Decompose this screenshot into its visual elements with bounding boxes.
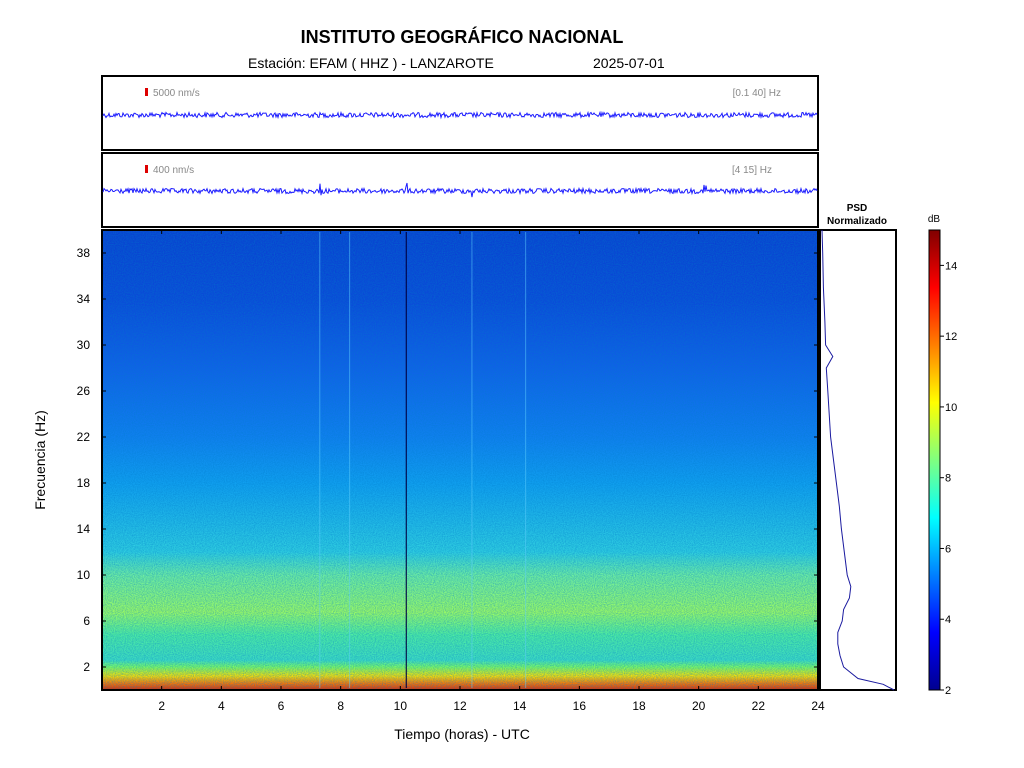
y-tick-label: 6 [83, 614, 90, 628]
x-tick-label: 16 [573, 699, 587, 713]
colorbar-label: dB [928, 214, 941, 225]
y-tick-label: 22 [77, 430, 91, 444]
x-tick-label: 6 [278, 699, 285, 713]
seismogram-trace-2 [102, 182, 818, 198]
x-tick-label: 20 [692, 699, 706, 713]
station-label: Estación: EFAM ( HHZ ) - LANZAROTE [248, 55, 494, 71]
spectrogram-noise [102, 230, 818, 690]
psd-curve [821, 229, 895, 691]
y-tick-label: 10 [77, 568, 91, 582]
y-tick-label: 2 [83, 660, 90, 674]
y-axis-label: Frecuencia (Hz) [32, 410, 48, 510]
colorbar-tick-label: 10 [945, 402, 957, 414]
x-tick-label: 8 [337, 699, 344, 713]
seismogram-1-frame [101, 75, 819, 151]
y-tick-label: 30 [77, 338, 91, 352]
x-tick-label: 18 [632, 699, 646, 713]
psd-title-line2: Normalizado [827, 216, 887, 227]
x-tick-label: 22 [752, 699, 766, 713]
scale-label-2: 400 nm/s [153, 165, 194, 176]
y-tick-label: 18 [77, 476, 91, 490]
band-label-1: [0.1 40] Hz [733, 88, 781, 99]
colorbar-tick-label: 2 [945, 685, 951, 697]
x-tick-label: 24 [811, 699, 825, 713]
band-label-2: [4 15] Hz [732, 165, 772, 176]
x-tick-label: 4 [218, 699, 225, 713]
colorbar [928, 229, 941, 691]
x-tick-label: 12 [453, 699, 467, 713]
x-tick-label: 2 [158, 699, 165, 713]
y-tick-label: 38 [77, 246, 91, 260]
scale-marker-2 [145, 165, 148, 173]
x-axis-label: Tiempo (horas) - UTC [394, 726, 530, 742]
scale-label-1: 5000 nm/s [153, 88, 200, 99]
seismogram-2-frame [101, 152, 819, 228]
x-tick-label: 10 [394, 699, 408, 713]
date-label: 2025-07-01 [593, 55, 665, 71]
colorbar-tick-label: 4 [945, 614, 951, 626]
psd-title-line1: PSD [847, 203, 868, 214]
x-tick-label: 14 [513, 699, 527, 713]
scale-marker-1 [145, 88, 148, 96]
y-tick-label: 34 [77, 292, 91, 306]
colorbar-tick-label: 6 [945, 543, 951, 555]
psd-frame [819, 229, 897, 691]
seismogram-trace-1 [102, 110, 818, 120]
y-tick-label: 26 [77, 384, 91, 398]
colorbar-tick-label: 8 [945, 473, 951, 485]
colorbar-tick-label: 14 [945, 260, 957, 272]
colorbar-tick-label: 12 [945, 331, 957, 343]
page-title: INSTITUTO GEOGRÁFICO NACIONAL [300, 27, 624, 47]
y-tick-label: 14 [77, 522, 91, 536]
